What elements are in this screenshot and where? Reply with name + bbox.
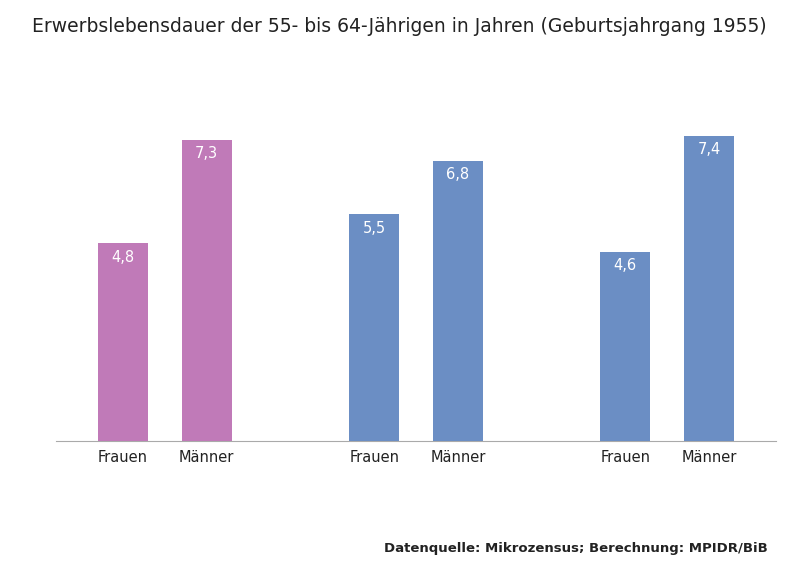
- Text: 5,5: 5,5: [362, 221, 386, 235]
- Text: 7,4: 7,4: [698, 142, 721, 157]
- Bar: [600, 251, 650, 441]
- Text: 6,8: 6,8: [446, 167, 470, 182]
- Bar: [98, 243, 148, 441]
- Text: 4,8: 4,8: [111, 250, 134, 264]
- Bar: [684, 136, 734, 441]
- Text: Erwerbslebensdauer der 55- bis 64-Jährigen in Jahren (Geburtsjahrgang 1955): Erwerbslebensdauer der 55- bis 64-Jährig…: [32, 17, 766, 36]
- Text: 7,3: 7,3: [195, 146, 218, 161]
- Bar: [433, 161, 483, 441]
- Bar: [349, 215, 399, 441]
- Text: 4,6: 4,6: [614, 258, 637, 273]
- Text: Datenquelle: Mikrozensus; Berechnung: MPIDR/BiB: Datenquelle: Mikrozensus; Berechnung: MP…: [384, 542, 768, 555]
- Bar: [182, 140, 232, 441]
